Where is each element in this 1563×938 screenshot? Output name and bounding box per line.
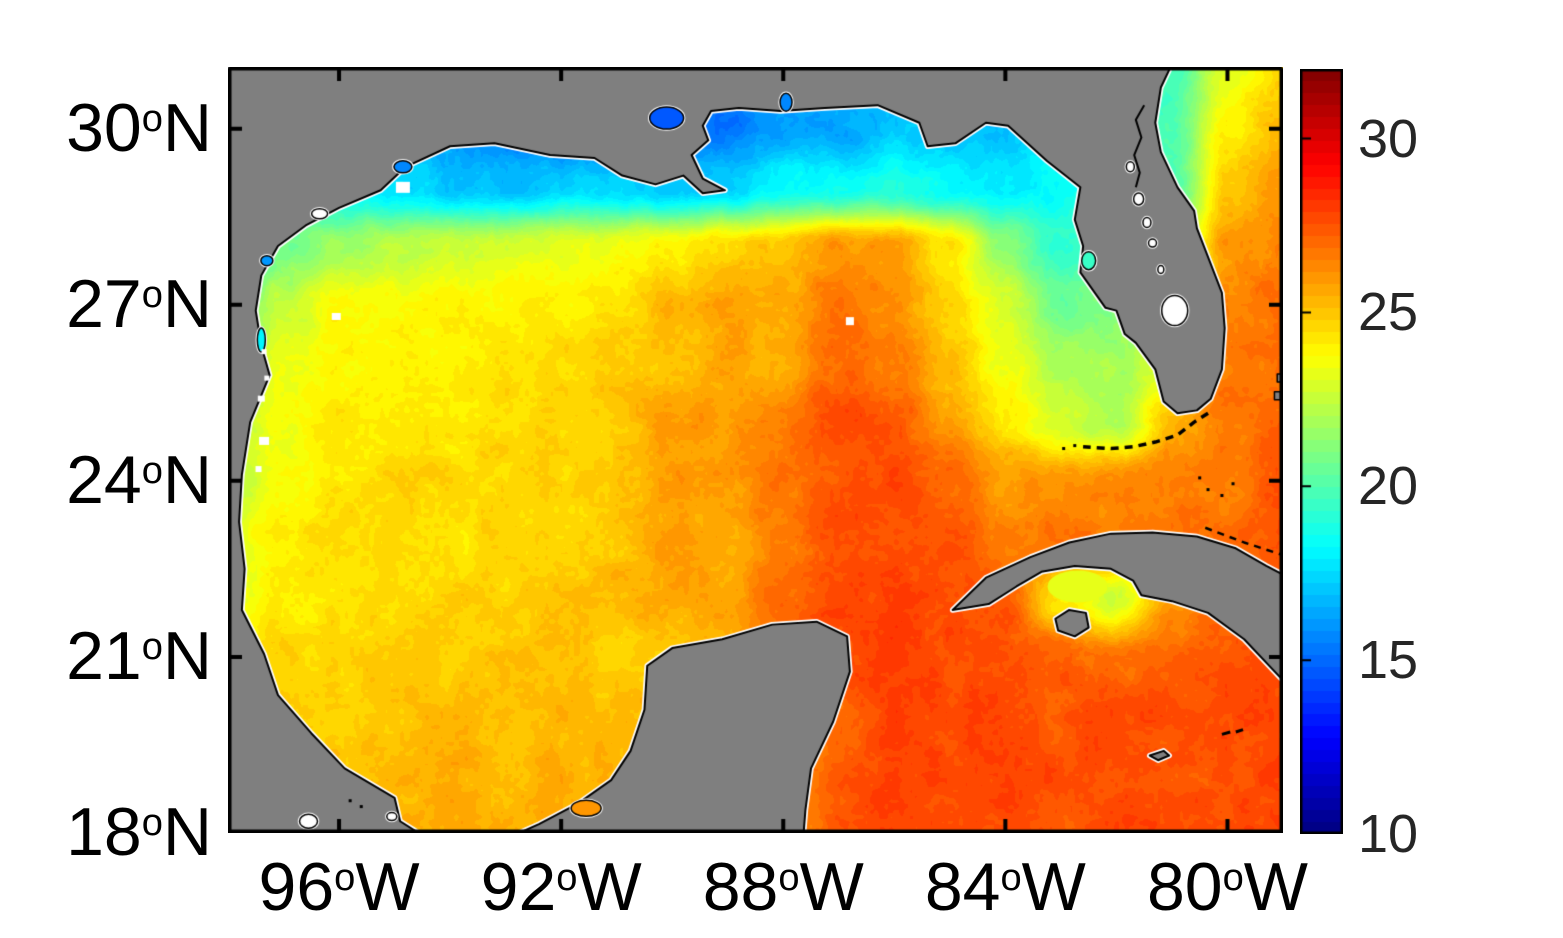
latitude-value: 21: [66, 617, 142, 694]
longitude-value: 92: [480, 849, 557, 925]
hemisphere-letter: N: [162, 441, 212, 518]
colorbar-tick-label: 15: [1358, 631, 1418, 689]
temperature-value: 30: [1358, 108, 1419, 169]
y-axis-tick-label: 27oN: [0, 269, 212, 339]
hemisphere-letter: N: [162, 265, 212, 342]
hemisphere-letter: W: [799, 849, 864, 925]
degree-symbol: o: [141, 626, 163, 669]
latitude-value: 18: [66, 794, 142, 870]
degree-symbol: o: [141, 273, 163, 316]
hemisphere-letter: W: [1243, 849, 1308, 925]
hemisphere-letter: N: [162, 617, 212, 694]
longitude-value: 96: [258, 849, 335, 925]
colorbar-tick-label: 30: [1358, 110, 1418, 168]
latitude-value: 27: [66, 265, 142, 342]
gulf-of-mexico-sst-map: [228, 67, 1283, 833]
temperature-colorbar: [1300, 69, 1343, 834]
y-axis-tick-label: 21oN: [0, 621, 212, 691]
hemisphere-letter: W: [577, 849, 642, 925]
x-axis-tick-label: 96oW: [209, 852, 469, 922]
x-axis-tick-label: 92oW: [431, 852, 691, 922]
colorbar-tick-label: 25: [1358, 283, 1418, 341]
hemisphere-letter: W: [355, 849, 420, 925]
temperature-value: 25: [1358, 282, 1419, 343]
degree-symbol: o: [556, 857, 578, 900]
degree-symbol: o: [1000, 857, 1022, 900]
latitude-value: 30: [66, 89, 142, 166]
degree-symbol: o: [778, 857, 800, 900]
x-axis-tick-label: 84oW: [875, 852, 1135, 922]
degree-symbol: o: [141, 97, 163, 140]
y-axis-tick-label: 30oN: [0, 93, 212, 163]
hemisphere-letter: W: [1021, 849, 1086, 925]
latitude-value: 24: [66, 441, 142, 518]
degree-symbol: o: [141, 802, 163, 845]
longitude-value: 88: [702, 849, 779, 925]
y-axis-tick-label: 18oN: [0, 797, 212, 867]
colorbar-tick-label: 20: [1358, 457, 1418, 515]
degree-symbol: o: [334, 857, 356, 900]
x-axis-tick-label: 88oW: [653, 852, 913, 922]
temperature-value: 15: [1358, 630, 1419, 691]
hemisphere-letter: N: [162, 89, 212, 166]
hemisphere-letter: N: [162, 794, 212, 870]
colorbar-tick-label: 10: [1358, 805, 1418, 863]
degree-symbol: o: [1222, 857, 1244, 900]
temperature-value: 10: [1358, 804, 1419, 864]
longitude-value: 80: [1146, 849, 1223, 925]
x-axis-tick-label: 80oW: [1097, 852, 1357, 922]
temperature-value: 20: [1358, 456, 1419, 517]
degree-symbol: o: [141, 450, 163, 493]
longitude-value: 84: [924, 849, 1001, 925]
y-axis-tick-label: 24oN: [0, 445, 212, 515]
